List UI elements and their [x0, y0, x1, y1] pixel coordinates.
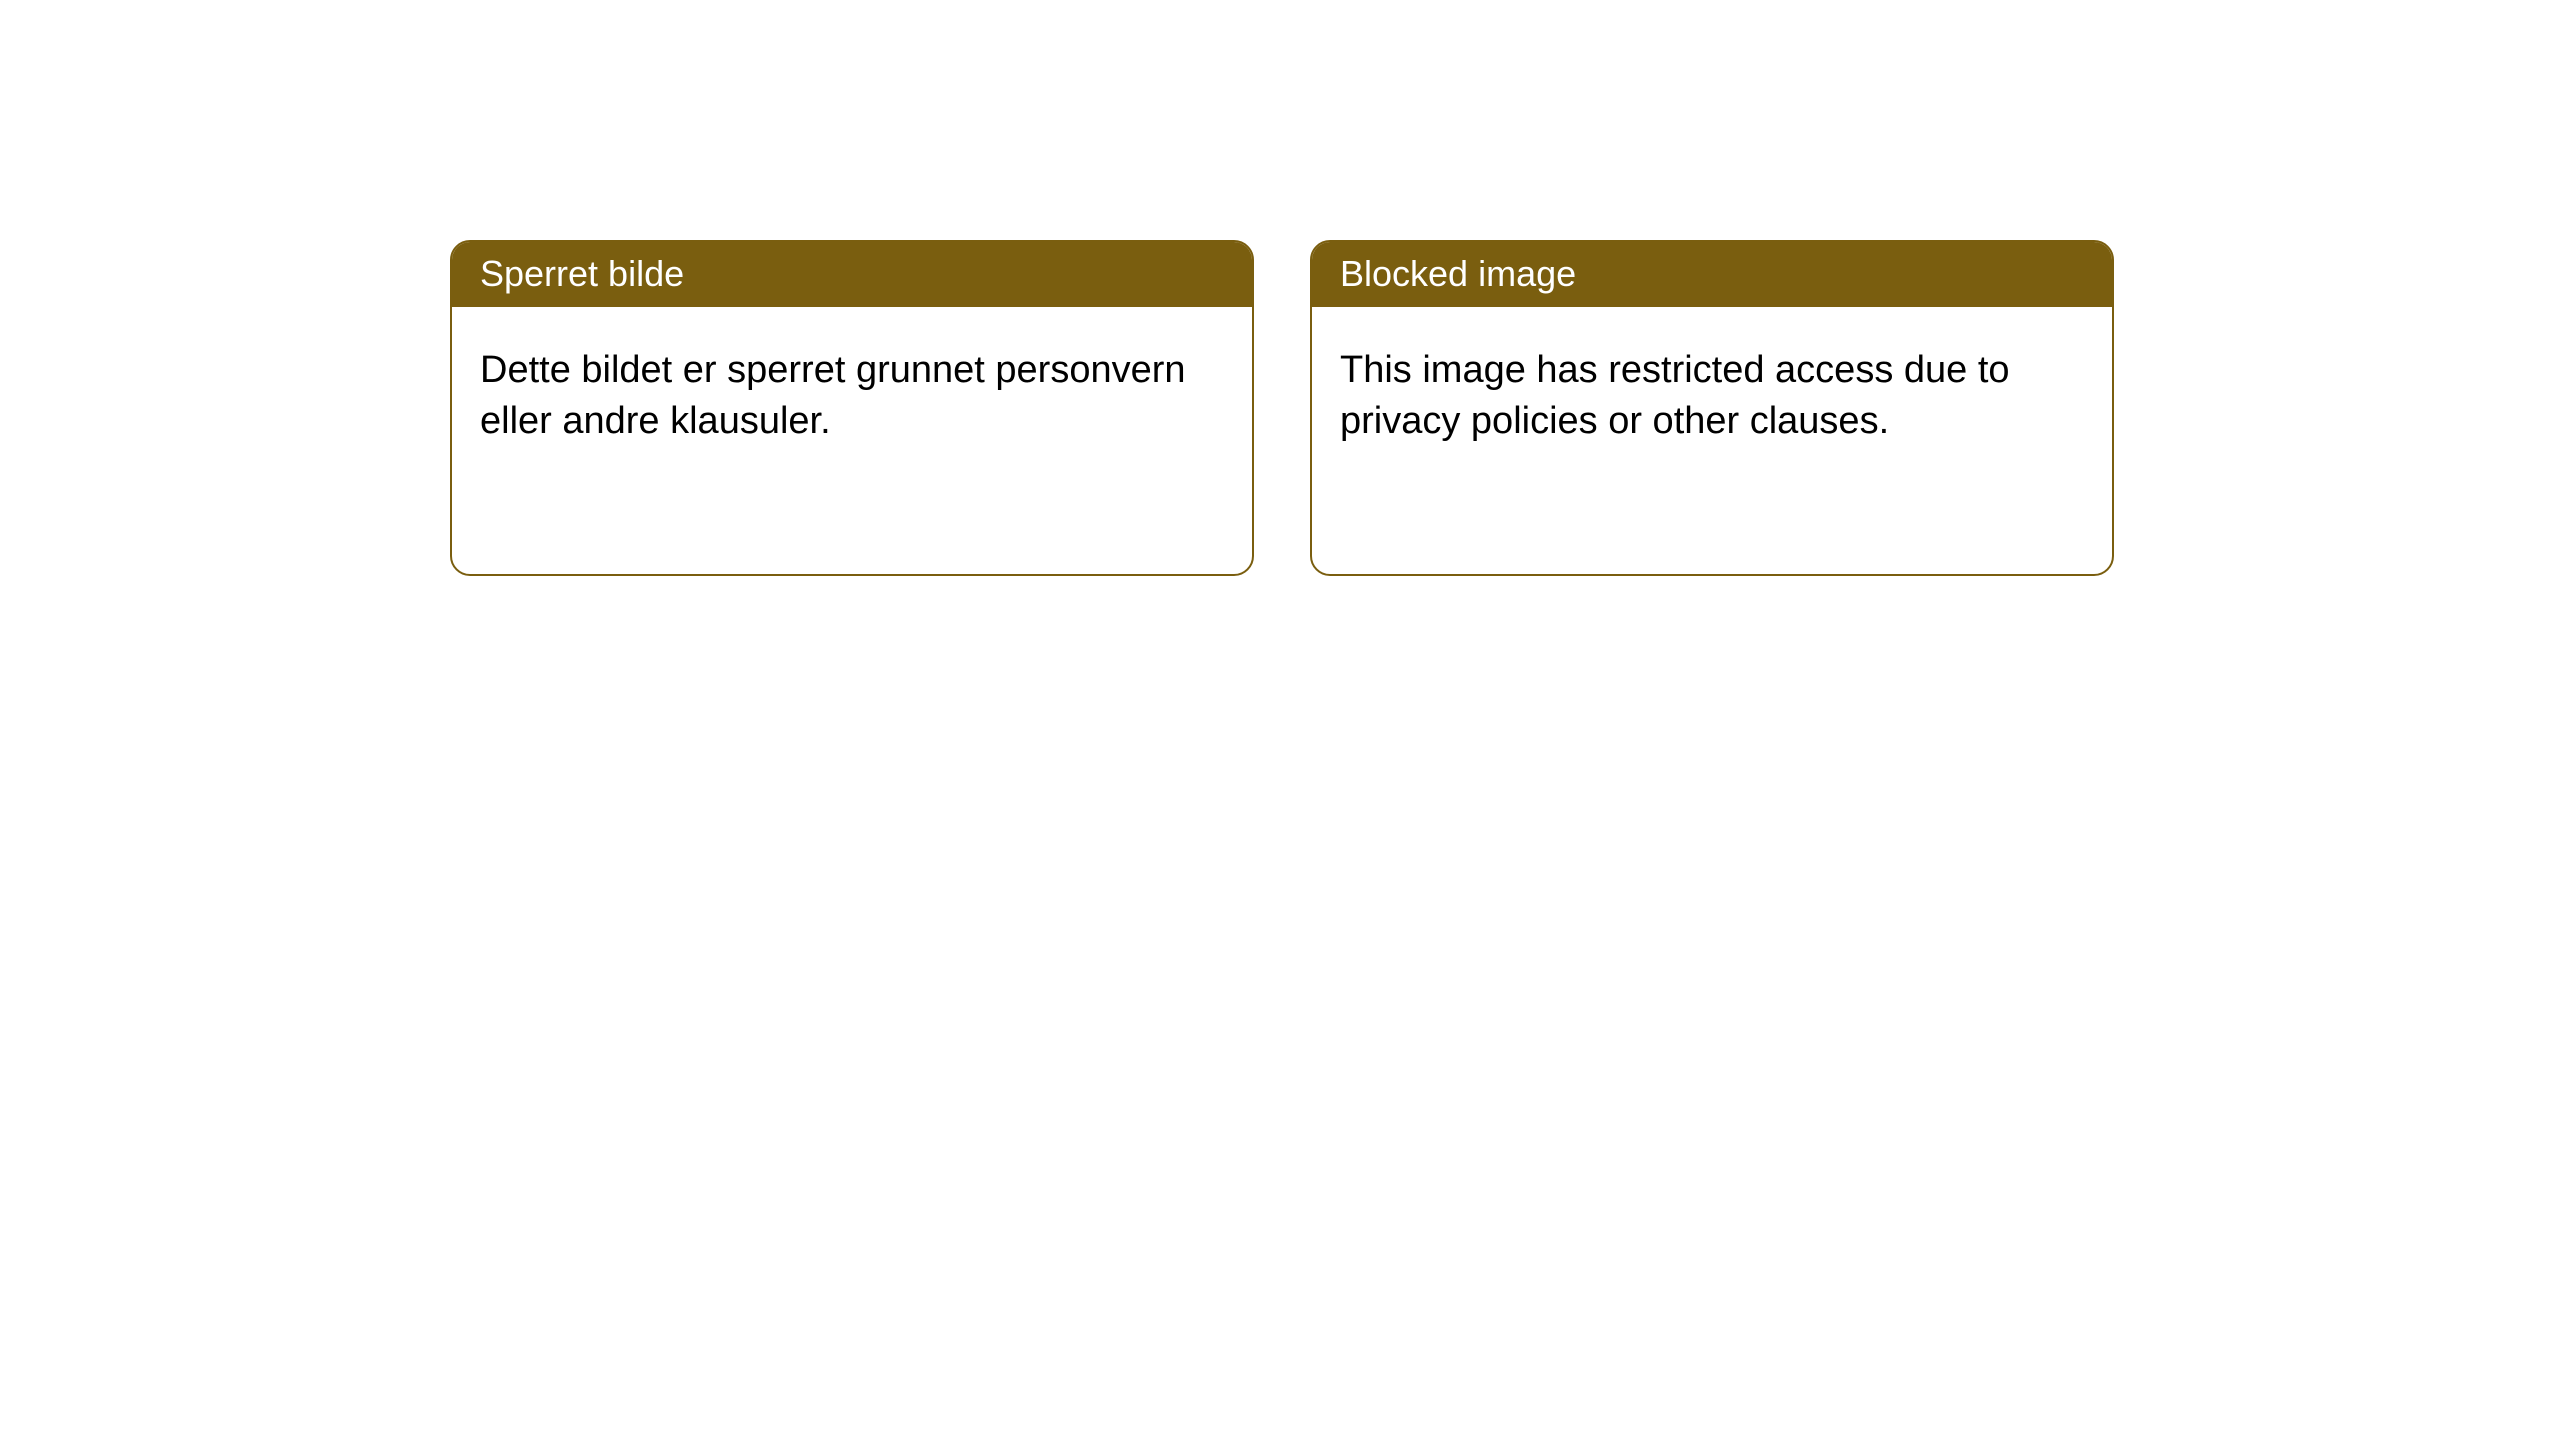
notice-container: Sperret bilde Dette bildet er sperret gr…: [0, 0, 2560, 576]
notice-body: This image has restricted access due to …: [1312, 307, 2112, 476]
notice-header: Sperret bilde: [452, 242, 1252, 307]
notice-card-english: Blocked image This image has restricted …: [1310, 240, 2114, 576]
notice-header: Blocked image: [1312, 242, 2112, 307]
notice-body: Dette bildet er sperret grunnet personve…: [452, 307, 1252, 476]
notice-card-norwegian: Sperret bilde Dette bildet er sperret gr…: [450, 240, 1254, 576]
